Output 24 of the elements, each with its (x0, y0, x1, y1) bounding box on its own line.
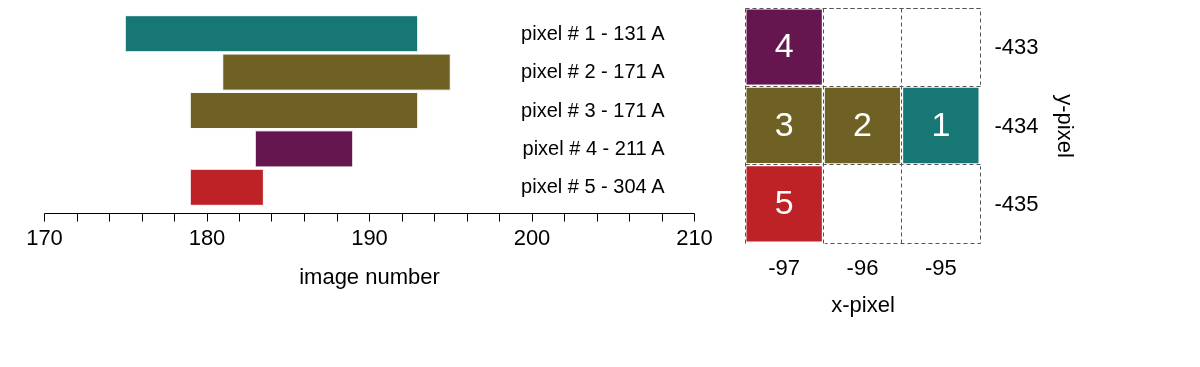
y-tick-label: pixel # 4 - 211 A (522, 136, 666, 159)
y-tick-label: pixel # 1 - 131 A (521, 21, 666, 44)
y-axis-title: y-pixel (1052, 94, 1078, 158)
x-tick-label: 210 (676, 224, 713, 250)
data-label: 2 (853, 104, 872, 143)
x-tick-label: 170 (26, 224, 63, 250)
x-axis-title: x-pixel (831, 291, 895, 317)
y-tick-label: -434 (994, 112, 1039, 138)
y-tick-label: -435 (994, 190, 1039, 216)
x-tick-label: -96 (846, 254, 879, 280)
y-tick-label: pixel # 2 - 171 A (521, 60, 666, 83)
x-tick-label: -97 (768, 254, 801, 280)
x-tick-label: -95 (924, 254, 957, 280)
data-label: 4 (774, 26, 794, 65)
data-label: 5 (774, 182, 794, 221)
x-tick-label: 190 (351, 224, 388, 250)
y-tick-label: pixel # 3 - 171 A (521, 98, 666, 121)
data-label: 1 (931, 104, 951, 143)
x-tick-label: 200 (513, 224, 551, 250)
x-tick-label: 180 (188, 224, 226, 250)
x-axis-title: image number (299, 263, 440, 289)
y-tick-label: pixel # 5 - 304 A (521, 175, 666, 198)
y-tick-label: -433 (994, 34, 1039, 60)
data-label: 3 (774, 104, 794, 143)
